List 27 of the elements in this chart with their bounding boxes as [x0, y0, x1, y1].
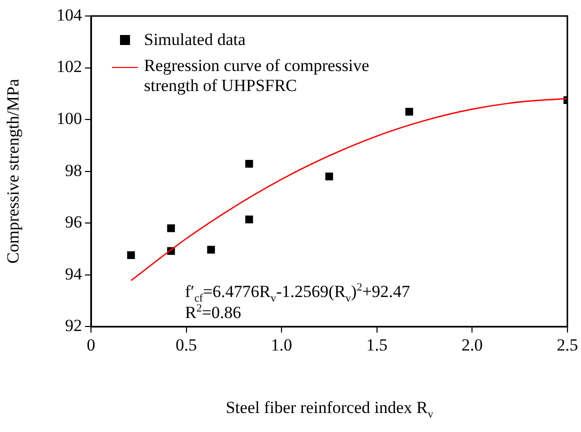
text: f′$_{cf}$=6.4776R$_{v}$-1.2569(R$_{v}$)$^{2}$+92.47 — [185, 281, 410, 304]
y-tick-label: 92 — [65, 316, 82, 336]
line-series — [130, 98, 568, 282]
point — [245, 216, 254, 224]
point — [405, 108, 414, 116]
legend-label: Simulated data — [144, 30, 246, 50]
point — [127, 251, 135, 260]
y-tick-label: 104 — [56, 5, 82, 24]
x-tick-label: 1.0 — [270, 335, 292, 354]
y-tick-label: 98 — [65, 160, 82, 180]
y-tick-label: 102 — [56, 57, 82, 76]
point — [325, 172, 334, 180]
x-tick-label: 2.5 — [556, 335, 578, 354]
point — [207, 246, 215, 254]
x-tick-label: 0.5 — [176, 335, 197, 354]
point — [167, 224, 175, 232]
annotation: R$^{2}$=0.86 — [185, 302, 242, 322]
y-axis-title: Compressive strength/MPa — [4, 78, 23, 264]
y-tick-label: 96 — [65, 212, 82, 232]
x-tick-label: 1.5 — [366, 335, 388, 354]
x-axis-title: Steel fiber reinforced index R$_{v}$ — [224, 398, 434, 420]
y-tick-label: 94 — [65, 264, 82, 284]
point — [245, 160, 254, 168]
y-tick-label: 100 — [56, 109, 82, 128]
x-tick-label: 0 — [86, 335, 96, 354]
x-tick-label: 2.0 — [461, 335, 483, 354]
legend-label: Regression curve of compressive strength of UHPSFRC — [144, 56, 370, 96]
